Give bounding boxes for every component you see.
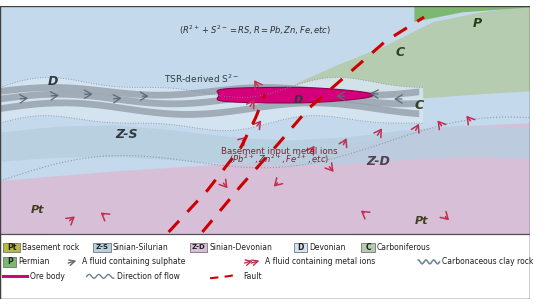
Text: Pt: Pt	[7, 243, 16, 252]
Text: P: P	[472, 17, 481, 30]
Text: C: C	[365, 243, 371, 252]
FancyBboxPatch shape	[3, 242, 20, 252]
Text: $(Pb^{2+}, Zn^{2+}, Fe^{2+}, etc)$: $(Pb^{2+}, Zn^{2+}, Fe^{2+}, etc)$	[229, 152, 329, 166]
Text: Basement input metal ions: Basement input metal ions	[221, 147, 338, 156]
Polygon shape	[0, 84, 419, 99]
FancyBboxPatch shape	[3, 257, 16, 267]
Polygon shape	[0, 99, 419, 118]
Polygon shape	[414, 5, 530, 22]
Polygon shape	[0, 77, 423, 131]
Text: Sinian-Devonian: Sinian-Devonian	[209, 243, 272, 252]
Text: Pt: Pt	[414, 216, 428, 226]
Text: Sinian-Silurian: Sinian-Silurian	[113, 243, 168, 252]
FancyBboxPatch shape	[294, 242, 307, 252]
Text: D: D	[48, 74, 58, 88]
Text: P: P	[7, 257, 13, 266]
Polygon shape	[217, 87, 373, 103]
Polygon shape	[0, 123, 530, 234]
Polygon shape	[294, 5, 530, 99]
Text: TSR-derived S$^{2-}$: TSR-derived S$^{2-}$	[164, 72, 239, 84]
Text: Ore body: Ore body	[30, 272, 65, 281]
Polygon shape	[347, 217, 530, 234]
Polygon shape	[0, 125, 530, 167]
Polygon shape	[0, 188, 260, 234]
Text: Permian: Permian	[18, 257, 50, 266]
FancyBboxPatch shape	[361, 242, 375, 252]
Text: Z-S: Z-S	[116, 127, 138, 141]
Text: Carboniferous: Carboniferous	[377, 243, 431, 252]
Text: Z-S: Z-S	[96, 244, 109, 250]
Text: Carbonaceous clay rock: Carbonaceous clay rock	[442, 257, 534, 266]
Text: D: D	[294, 95, 303, 105]
Bar	[0, 234, 530, 300]
FancyBboxPatch shape	[190, 242, 207, 252]
Bar	[0, 5, 530, 234]
Text: Z-D: Z-D	[191, 244, 205, 250]
Text: D: D	[298, 243, 304, 252]
Text: $(R^{2+}+S^{2-}=RS, R=Pb, Zn, Fe, etc)$: $(R^{2+}+S^{2-}=RS, R=Pb, Zn, Fe, etc)$	[179, 24, 332, 38]
Text: Fault: Fault	[243, 272, 261, 281]
Polygon shape	[0, 91, 419, 107]
Text: Devonian: Devonian	[309, 243, 346, 252]
Text: Direction of flow: Direction of flow	[117, 272, 179, 281]
Text: C: C	[414, 99, 424, 112]
Text: Basement rock: Basement rock	[22, 243, 79, 252]
FancyBboxPatch shape	[94, 242, 111, 252]
Text: A fluid containing metal ions: A fluid containing metal ions	[265, 257, 375, 266]
Text: A fluid containing sulphate: A fluid containing sulphate	[82, 257, 185, 266]
Text: C: C	[395, 46, 404, 59]
Text: Pt: Pt	[31, 205, 45, 215]
Text: Z-D: Z-D	[366, 155, 390, 167]
